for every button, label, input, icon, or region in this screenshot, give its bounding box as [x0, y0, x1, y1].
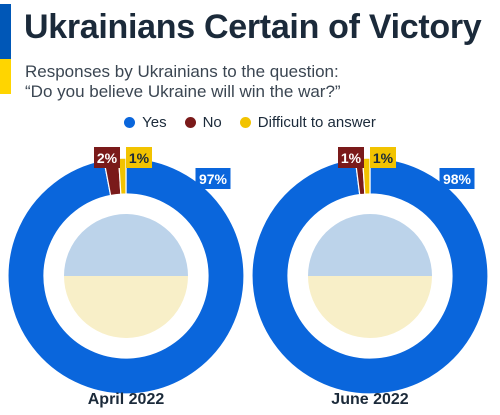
legend-label-difficult: Difficult to answer: [257, 114, 376, 131]
inner-top-half-1: [308, 214, 432, 276]
inner-bottom-half-1: [308, 276, 432, 338]
value-label-no-0-bg: [94, 147, 120, 168]
legend-dot-no: [184, 117, 196, 128]
flag-accent-yellow: [0, 59, 11, 94]
value-label-yes-0: 97%: [199, 171, 228, 187]
category-label-1: June 2022: [331, 391, 408, 408]
legend-item-yes: Yes: [124, 114, 167, 131]
value-label-no-0: 2%: [97, 150, 118, 166]
subtitle-line-2: “Do you believe Ukraine will win the war…: [25, 82, 341, 101]
value-label-difficult-1-bg: [370, 147, 396, 168]
slice-yes-1: [251, 157, 489, 395]
value-label-yes-1-bg: [439, 168, 475, 189]
value-label-difficult-0-bg: [126, 147, 152, 168]
inner-bottom-half-0: [64, 276, 188, 338]
value-label-yes-0-bg: [195, 168, 231, 189]
value-label-no-1-bg: [338, 147, 364, 168]
subtitle-line-1: Responses by Ukrainians to the question:: [25, 62, 339, 81]
value-label-difficult-0: 1%: [129, 150, 150, 166]
slice-yes-0: [7, 157, 245, 395]
slice-difficult-1: [361, 157, 371, 195]
inner-top-half-0: [64, 214, 188, 276]
legend-dot-difficult: [239, 117, 251, 128]
category-label-0: April 2022: [88, 391, 165, 408]
value-label-difficult-1: 1%: [373, 150, 394, 166]
legend: Yes No Difficult to answer: [0, 114, 500, 131]
value-label-no-1: 1%: [341, 150, 362, 166]
slice-difficult-0: [117, 157, 127, 195]
flag-accent-blue: [0, 4, 11, 59]
value-label-yes-1: 98%: [443, 171, 472, 187]
flag-accent-bar: [0, 4, 11, 94]
legend-dot-yes: [124, 117, 136, 128]
legend-label-no: No: [202, 114, 222, 131]
legend-item-no: No: [184, 114, 222, 131]
legend-label-yes: Yes: [142, 114, 167, 131]
chart-subtitle: Responses by Ukrainians to the question:…: [25, 62, 341, 102]
chart-title: Ukrainians Certain of Victory: [24, 8, 482, 46]
legend-item-difficult: Difficult to answer: [239, 114, 376, 131]
